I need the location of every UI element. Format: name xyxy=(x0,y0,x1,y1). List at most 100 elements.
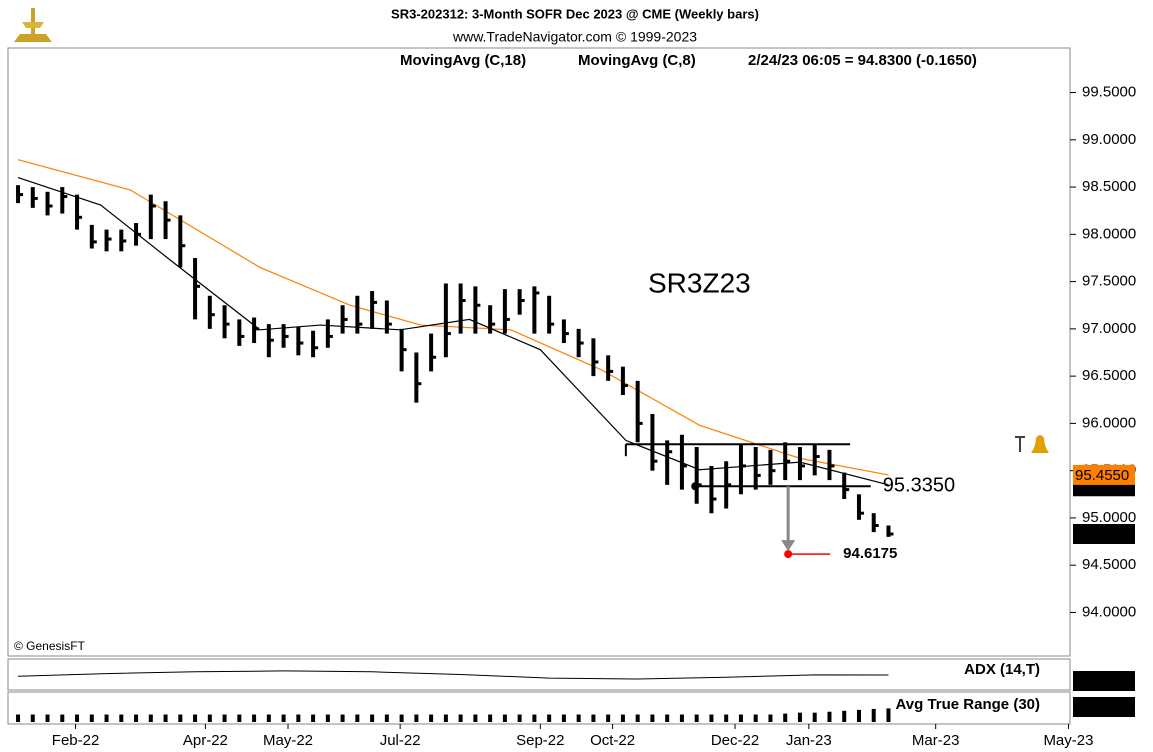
indicator-value-box xyxy=(1073,671,1135,691)
atr-bar xyxy=(502,714,507,722)
x-tick-label: May-22 xyxy=(263,732,313,749)
x-tick-label: Dec-22 xyxy=(711,732,759,749)
x-tick-label: Jan-23 xyxy=(786,732,832,749)
y-tick-label: 94.0000 xyxy=(1082,603,1136,620)
atr-bar xyxy=(296,714,301,722)
atr-bar xyxy=(576,714,581,722)
atr-bar xyxy=(119,714,124,722)
atr-bar xyxy=(414,714,419,722)
x-tick-label: Apr-22 xyxy=(183,732,228,749)
x-tick-label: Oct-22 xyxy=(590,732,635,749)
atr-bar xyxy=(620,714,625,722)
atr-panel xyxy=(7,691,1071,725)
atr-bar xyxy=(812,712,817,722)
atr-bar xyxy=(355,714,360,722)
y-tick-label: 97.0000 xyxy=(1082,320,1136,337)
atr-bar xyxy=(547,714,552,722)
atr-bar xyxy=(30,714,35,722)
atr-bar xyxy=(458,714,463,722)
atr-bar xyxy=(635,714,640,722)
x-tick-label: Mar-23 xyxy=(912,732,960,749)
atr-bar xyxy=(517,714,522,722)
indicator-value: 0.3230 xyxy=(1075,699,1121,716)
indicator-name: ADX (14,T) xyxy=(964,661,1040,678)
atr-bar xyxy=(886,708,891,722)
atr-bar xyxy=(856,709,861,722)
price-box xyxy=(1073,464,1135,485)
atr-bar xyxy=(384,714,389,722)
x-tick-label: May-23 xyxy=(1043,732,1093,749)
price-box xyxy=(1073,524,1135,544)
atr-bar xyxy=(665,714,670,722)
adx-line xyxy=(18,670,889,680)
x-tick-label: Feb-22 xyxy=(52,732,100,749)
atr-bar xyxy=(783,713,788,722)
atr-bar xyxy=(488,714,493,722)
atr-bar xyxy=(473,714,478,722)
target-arrowhead xyxy=(781,540,796,552)
target-label: 94.6175 xyxy=(843,545,897,562)
moving-average xyxy=(17,159,889,476)
price-label: 95.4550 xyxy=(1075,467,1129,484)
atr-bar xyxy=(222,714,227,722)
level-label: 95.3350 xyxy=(883,475,955,497)
symbol-label: SR3Z23 xyxy=(648,267,751,298)
atr-bar xyxy=(591,714,596,722)
atr-bar xyxy=(532,714,537,722)
atr-bar xyxy=(724,714,729,722)
atr-bar xyxy=(650,714,655,722)
y-tick-label: 98.5000 xyxy=(1082,178,1136,195)
atr-bar xyxy=(871,708,876,722)
logo xyxy=(14,8,52,42)
atr-bar xyxy=(753,714,758,722)
legend-entry: MovingAvg (C,8) xyxy=(578,52,696,69)
target-point xyxy=(784,550,793,559)
copyright: © GenesisFT xyxy=(14,639,86,653)
atr-bar xyxy=(75,714,80,722)
indicator-name: Avg True Range (30) xyxy=(896,696,1040,713)
y-tick-label: 95.0000 xyxy=(1082,509,1136,526)
atr-bar xyxy=(399,714,404,722)
atr-bar xyxy=(89,714,94,722)
y-tick-label: 96.0000 xyxy=(1082,414,1136,431)
atr-bar xyxy=(738,714,743,722)
y-tick-label: 99.0000 xyxy=(1082,131,1136,148)
atr-bar xyxy=(193,714,198,722)
atr-bar xyxy=(134,714,139,722)
atr-bar xyxy=(797,712,802,722)
atr-bar xyxy=(827,711,832,722)
price-label: 94.8300 xyxy=(1075,526,1129,543)
atr-bar xyxy=(606,714,611,722)
atr-bar xyxy=(163,714,168,722)
atr-bar xyxy=(340,714,345,722)
moving-average xyxy=(17,177,889,486)
atr-bar xyxy=(237,714,242,722)
atr-bar xyxy=(768,714,773,722)
y-tick-label: 98.0000 xyxy=(1082,225,1136,242)
atr-bar xyxy=(60,714,65,722)
y-tick-label: 94.5000 xyxy=(1082,556,1136,573)
atr-bar xyxy=(429,714,434,722)
price-panel xyxy=(7,47,1071,657)
chart-subtitle: www.TradeNavigator.com © 1999-2023 xyxy=(452,29,697,45)
atr-bar xyxy=(325,714,330,722)
atr-bar xyxy=(266,714,271,722)
atr-bar xyxy=(679,714,684,722)
x-tick-label: Sep-22 xyxy=(516,732,564,749)
atr-bar xyxy=(45,714,50,722)
indicator-value: 29.38 xyxy=(1075,673,1113,690)
y-tick-label: 99.5000 xyxy=(1082,84,1136,101)
atr-bar xyxy=(311,714,316,722)
atr-bar xyxy=(694,714,699,722)
atr-bar xyxy=(104,714,109,722)
y-tick-label: 97.5000 xyxy=(1082,273,1136,290)
alert-icon xyxy=(1015,435,1049,453)
atr-bar xyxy=(842,710,847,722)
atr-bar xyxy=(16,714,21,722)
atr-bar xyxy=(443,714,448,722)
atr-bar xyxy=(709,714,714,722)
y-tick-label: 96.5000 xyxy=(1082,367,1136,384)
atr-bar xyxy=(178,714,183,722)
adx-panel xyxy=(7,658,1071,691)
